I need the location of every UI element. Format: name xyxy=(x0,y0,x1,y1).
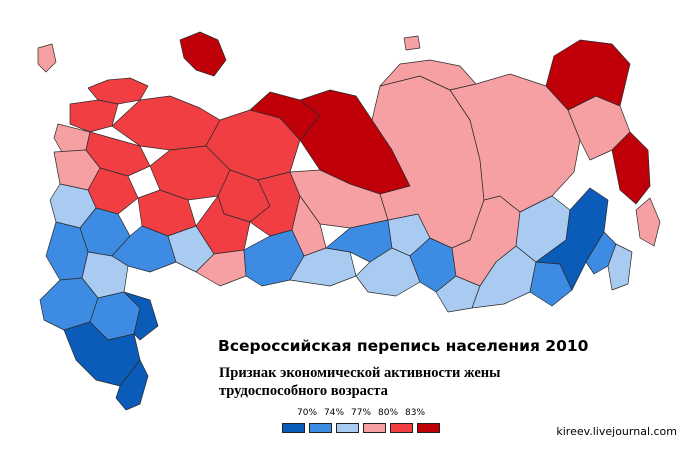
region-arkhangelsk xyxy=(111,95,221,151)
legend-label: 77% xyxy=(350,408,372,418)
region-taymyr xyxy=(379,59,477,91)
legend-labels: 70% 74% 77% 80% 83% xyxy=(280,408,450,422)
map-regions xyxy=(37,31,661,411)
map-subtitle: Признак экономической активности жены тр… xyxy=(219,365,501,399)
region-dagestan xyxy=(115,359,149,411)
credit-text: kireev.livejournal.com xyxy=(556,425,677,438)
region-wrangel-island xyxy=(403,35,421,51)
legend-swatches xyxy=(282,423,440,433)
legend-label: 74% xyxy=(323,408,345,418)
legend-swatch xyxy=(309,423,332,433)
legend-swatch xyxy=(417,423,440,433)
region-kamchatka xyxy=(611,131,651,205)
region-kalmykia xyxy=(123,291,159,341)
region-karelia xyxy=(69,99,119,133)
legend-swatch xyxy=(363,423,386,433)
legend-label: 83% xyxy=(404,408,426,418)
legend-swatch xyxy=(390,423,413,433)
legend-swatch xyxy=(282,423,305,433)
legend-swatch xyxy=(336,423,359,433)
legend-label: 70% xyxy=(296,408,318,418)
region-primorsky xyxy=(607,243,633,291)
region-kaliningrad xyxy=(37,43,57,73)
region-sakhalin xyxy=(635,197,661,247)
legend-label: 80% xyxy=(377,408,399,418)
region-chukotka xyxy=(545,39,631,111)
region-novaya-zemlya xyxy=(179,31,227,77)
map-title: Всероссийская перепись населения 2010 xyxy=(218,337,589,355)
